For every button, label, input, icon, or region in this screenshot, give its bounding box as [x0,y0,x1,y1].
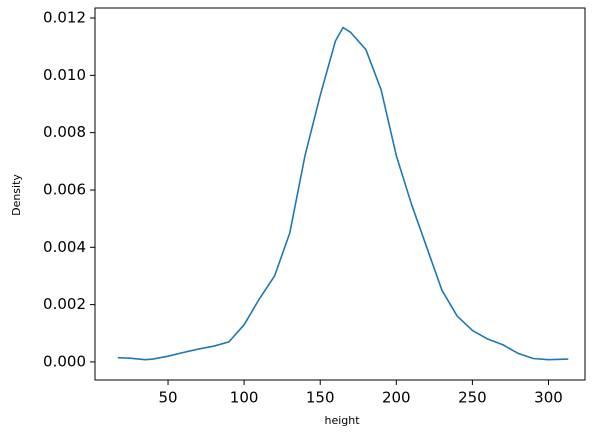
y-tick-label: 0.002 [43,295,86,313]
x-tick-label: 250 [458,389,487,407]
y-tick-label: 0.006 [43,180,86,198]
plot-frame [94,7,586,381]
x-axis-label: height [324,414,360,427]
x-tick-label: 50 [158,389,177,407]
y-tick-label: 0.012 [43,9,86,27]
y-tick-label: 0.010 [43,66,86,84]
x-tick-label: 200 [382,389,411,407]
y-tick-label: 0.008 [43,123,86,141]
y-axis-label: Density [10,174,23,216]
y-tick-label: 0.004 [43,238,86,256]
x-tick-label: 300 [534,389,563,407]
y-tick-label: 0.000 [43,352,86,370]
line [117,26,569,361]
x-tick-label: 100 [230,389,259,407]
x-tick-label: 150 [306,389,335,407]
